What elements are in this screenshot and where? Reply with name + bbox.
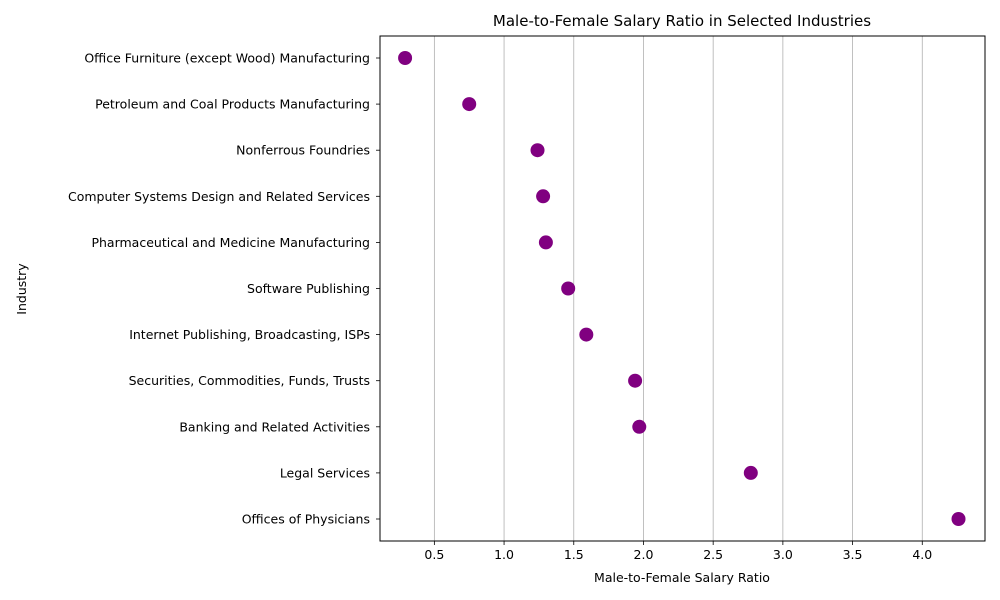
y-tick-label: Legal Services bbox=[280, 465, 370, 480]
data-point bbox=[951, 512, 966, 526]
data-point bbox=[530, 143, 545, 158]
y-tick-label: Software Publishing bbox=[247, 281, 370, 296]
data-point bbox=[743, 465, 758, 480]
data-point bbox=[536, 189, 551, 204]
x-axis-ticks: 0.5 1.0 1.5 2.0 2.5 3.0 3.5 4.0 bbox=[424, 541, 932, 562]
x-tick-label: 2.5 bbox=[703, 547, 723, 562]
data-points bbox=[398, 51, 966, 526]
data-point bbox=[398, 51, 413, 65]
y-tick-label: Petroleum and Coal Products Manufacturin… bbox=[95, 97, 370, 112]
plot-frame bbox=[379, 35, 986, 542]
data-point bbox=[632, 419, 647, 434]
y-axis-ticks: Office Furniture (except Wood) Manufactu… bbox=[68, 51, 380, 527]
x-tick-label: 1.5 bbox=[564, 547, 584, 562]
x-axis-label: Male-to-Female Salary Ratio bbox=[594, 570, 770, 585]
y-axis-label: Industry bbox=[14, 263, 29, 315]
data-point bbox=[628, 373, 643, 388]
data-point bbox=[561, 281, 576, 296]
x-tick-label: 3.5 bbox=[843, 547, 863, 562]
y-tick-label: Banking and Related Activities bbox=[179, 419, 370, 434]
data-point bbox=[579, 327, 594, 342]
data-point bbox=[462, 97, 477, 112]
x-tick-label: 3.0 bbox=[773, 547, 793, 562]
x-tick-label: 1.0 bbox=[494, 547, 514, 562]
chart-title: Male-to-Female Salary Ratio in Selected … bbox=[493, 12, 871, 30]
y-tick-label: Office Furniture (except Wood) Manufactu… bbox=[84, 51, 370, 66]
x-tick-label: 2.0 bbox=[634, 547, 654, 562]
data-point bbox=[538, 235, 553, 250]
y-tick-label: Internet Publishing, Broadcasting, ISPs bbox=[129, 327, 370, 342]
y-tick-label: Nonferrous Foundries bbox=[236, 143, 370, 158]
y-tick-label: Computer Systems Design and Related Serv… bbox=[68, 189, 370, 204]
y-tick-label: Offices of Physicians bbox=[242, 512, 370, 527]
x-gridlines bbox=[433, 36, 923, 541]
x-tick-label: 4.0 bbox=[912, 547, 932, 562]
y-tick-label: Pharmaceutical and Medicine Manufacturin… bbox=[91, 235, 370, 250]
x-tick-label: 0.5 bbox=[424, 547, 444, 562]
y-tick-label: Securities, Commodities, Funds, Trusts bbox=[129, 373, 370, 388]
